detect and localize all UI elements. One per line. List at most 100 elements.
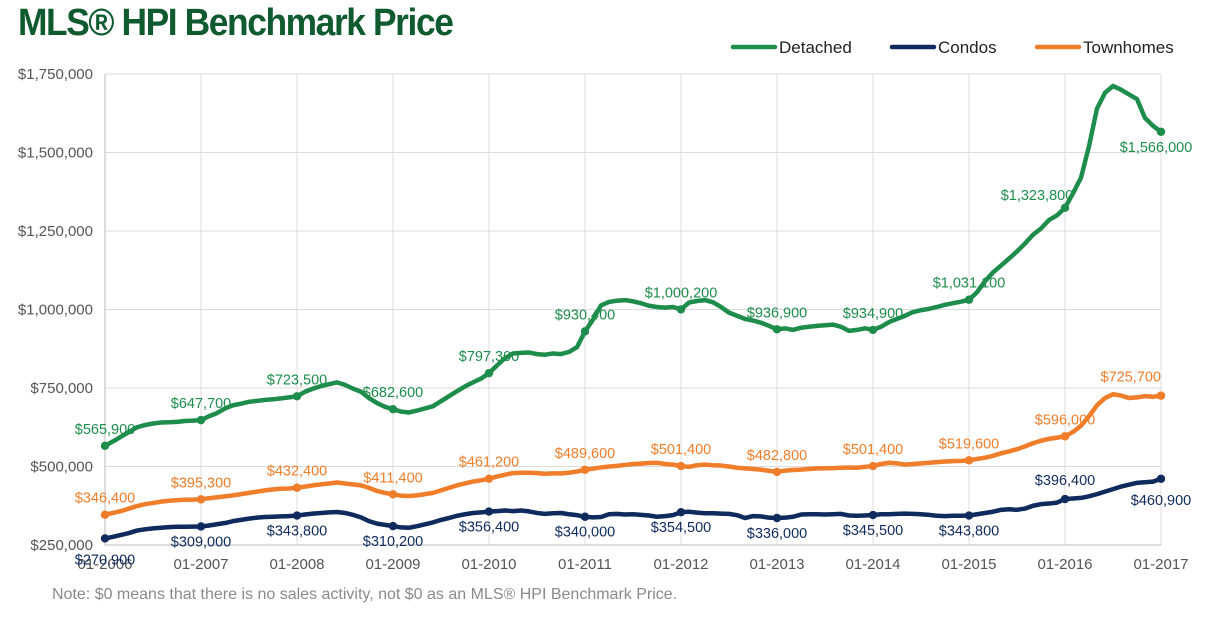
y-tick-label: $750,000: [30, 380, 93, 397]
data-label-townhomes: $432,400: [267, 464, 327, 480]
data-point-townhomes: [196, 495, 206, 504]
data-label-condos: $356,400: [459, 520, 519, 536]
data-point-detached: [388, 404, 398, 414]
x-tick-label: 01-2016: [1037, 556, 1092, 573]
x-tick-label: 01-2010: [461, 556, 516, 573]
data-point-townhomes: [100, 510, 110, 519]
data-point-detached: [1156, 127, 1166, 136]
data-label-detached: $1,031,100: [933, 276, 1006, 292]
data-label-condos: $309,000: [171, 534, 231, 550]
data-point-townhomes: [772, 467, 782, 477]
data-point-detached: [772, 325, 782, 334]
data-label-condos: $396,400: [1035, 473, 1095, 489]
data-point-condos: [292, 511, 302, 520]
data-label-townhomes: $346,400: [75, 491, 135, 507]
data-label-detached: $1,323,800: [1001, 188, 1074, 204]
data-point-townhomes: [676, 461, 686, 471]
data-label-detached: $723,500: [267, 372, 327, 388]
y-tick-label: $1,750,000: [18, 66, 93, 83]
data-label-townhomes: $725,700: [1101, 370, 1161, 386]
data-label-detached: $1,566,000: [1120, 140, 1193, 156]
data-point-condos: [772, 513, 782, 523]
data-point-condos: [1060, 494, 1070, 504]
data-label-condos: $340,000: [555, 525, 615, 541]
data-label-detached: $934,900: [843, 306, 903, 322]
data-label-condos: $354,500: [651, 520, 711, 536]
y-tick-label: $1,000,000: [18, 302, 93, 319]
data-label-townhomes: $489,600: [555, 446, 615, 462]
y-tick-label: $250,000: [30, 537, 93, 554]
data-point-townhomes: [1156, 391, 1166, 400]
chart-note: Note: $0 means that there is no sales ac…: [52, 586, 678, 603]
data-label-detached: $930,400: [555, 307, 615, 323]
data-point-townhomes: [484, 474, 494, 483]
data-label-townhomes: $501,400: [651, 442, 711, 458]
x-tick-label: 01-2007: [173, 556, 228, 573]
chart-grid: [104, 73, 1162, 546]
x-tick-label: 01-2011: [558, 556, 612, 573]
data-point-detached: [292, 392, 302, 401]
data-point-condos: [196, 522, 206, 531]
data-point-condos: [388, 521, 398, 531]
data-label-condos: $460,900: [1131, 493, 1191, 509]
x-tick-label: 01-2015: [941, 556, 996, 573]
data-point-townhomes: [292, 483, 302, 492]
data-point-detached: [196, 415, 206, 425]
x-tick-label: 01-2008: [269, 556, 324, 573]
data-label-townhomes: $395,300: [171, 475, 231, 491]
data-point-condos: [580, 512, 590, 521]
chart-series: [100, 83, 1166, 543]
data-label-condos: $336,000: [747, 526, 807, 542]
legend-label-detached[interactable]: Detached: [779, 38, 852, 57]
data-label-condos: $310,200: [363, 534, 423, 550]
x-tick-label: 01-2006: [77, 556, 132, 573]
data-label-townhomes: $461,200: [459, 455, 519, 471]
data-label-detached: $797,300: [459, 349, 519, 365]
data-point-condos: [100, 534, 110, 543]
data-label-townhomes: $411,400: [363, 470, 422, 486]
data-point-condos: [484, 507, 494, 516]
data-label-condos: $270,900: [75, 552, 135, 568]
series-line-townhomes: [102, 392, 1164, 517]
legend-label-townhomes[interactable]: Townhomes: [1083, 38, 1174, 57]
chart-legend[interactable]: Detached Condos Townhomes: [730, 38, 1174, 57]
data-point-townhomes: [868, 461, 878, 471]
y-tick-label: $500,000: [30, 459, 93, 476]
data-label-detached: $1,000,200: [645, 285, 718, 301]
data-point-condos: [676, 507, 686, 517]
chart-data-labels: $346,400 $395,300 $432,400 $411,400 $461,200…: [75, 140, 1193, 569]
data-point-condos: [868, 510, 878, 520]
data-point-detached: [964, 295, 974, 304]
data-point-detached: [484, 368, 494, 378]
data-point-condos: [964, 511, 974, 520]
data-point-detached: [1060, 203, 1070, 213]
data-point-townhomes: [964, 456, 974, 465]
x-tick-label: 01-2012: [653, 556, 708, 573]
data-label-detached: $565,900: [75, 422, 135, 438]
data-label-detached: $647,700: [171, 396, 231, 412]
data-label-townhomes: $482,800: [747, 448, 807, 464]
data-label-condos: $343,800: [939, 524, 999, 540]
x-tick-label: 01-2009: [365, 556, 420, 573]
data-label-townhomes: $501,400: [843, 442, 903, 458]
legend-label-condos[interactable]: Condos: [938, 38, 997, 57]
data-label-townhomes: $596,000: [1035, 412, 1095, 428]
data-point-detached: [580, 327, 590, 336]
data-label-condos: $343,800: [267, 524, 327, 540]
series-line-condos: [102, 476, 1164, 541]
x-tick-label: 01-2013: [749, 556, 804, 573]
data-point-condos: [1156, 474, 1166, 483]
data-label-condos: $345,500: [843, 523, 903, 539]
series-line-detached: [102, 83, 1164, 449]
data-label-detached: $682,600: [363, 385, 423, 401]
chart-axes: $250,000 $500,000 $750,000 $1,000,000 $1,250…: [18, 66, 1189, 573]
x-tick-label: 01-2017: [1133, 556, 1188, 573]
data-point-townhomes: [580, 465, 590, 474]
data-label-townhomes: $519,600: [939, 436, 999, 452]
data-point-townhomes: [388, 490, 398, 499]
x-tick-label: 01-2014: [845, 556, 900, 573]
data-point-detached: [100, 441, 110, 451]
data-point-townhomes: [1060, 432, 1070, 441]
chart-title: MLS® HPI Benchmark Price: [18, 2, 454, 44]
